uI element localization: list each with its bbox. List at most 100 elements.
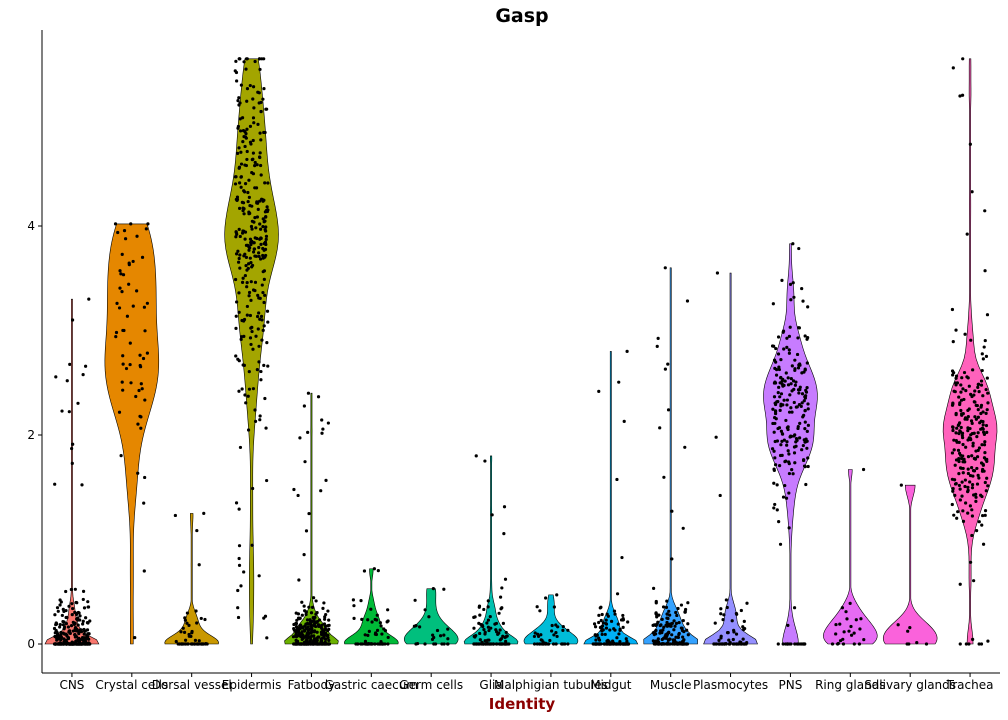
- data-point: [533, 631, 537, 635]
- data-point: [954, 376, 958, 380]
- data-point: [544, 596, 548, 600]
- data-point: [982, 443, 987, 447]
- data-point: [556, 625, 560, 629]
- data-point: [174, 639, 178, 644]
- data-point: [951, 425, 955, 429]
- data-point: [805, 337, 809, 341]
- data-point: [803, 420, 807, 424]
- data-point: [113, 222, 118, 226]
- data-point: [777, 426, 782, 430]
- data-point: [240, 318, 244, 323]
- data-point: [983, 209, 987, 213]
- data-point: [183, 642, 187, 646]
- data-point: [981, 394, 985, 398]
- data-point: [247, 178, 251, 182]
- data-point: [964, 642, 968, 646]
- data-point: [550, 623, 554, 628]
- data-point: [59, 638, 63, 642]
- data-point: [721, 618, 725, 622]
- data-point: [597, 636, 601, 640]
- data-point: [141, 356, 146, 361]
- data-point: [957, 422, 961, 427]
- data-point: [183, 616, 187, 620]
- data-point: [239, 185, 243, 189]
- data-point: [248, 246, 252, 250]
- data-point: [187, 634, 191, 638]
- data-point: [976, 415, 980, 419]
- data-point: [244, 67, 248, 71]
- data-point: [324, 612, 328, 617]
- data-point: [952, 478, 957, 482]
- data-point: [418, 625, 422, 629]
- data-point: [924, 642, 929, 646]
- data-point: [665, 612, 669, 616]
- data-point: [247, 294, 251, 298]
- data-point: [245, 157, 249, 162]
- data-point: [778, 408, 782, 412]
- data-point: [795, 352, 800, 357]
- data-point: [478, 642, 482, 646]
- data-point: [486, 599, 490, 603]
- data-point: [952, 448, 956, 452]
- data-point: [803, 367, 807, 371]
- data-point: [187, 623, 191, 627]
- jitter-points: [52, 57, 990, 646]
- data-point: [250, 543, 254, 547]
- data-point: [56, 609, 60, 613]
- data-point: [247, 387, 252, 391]
- data-point: [238, 206, 242, 210]
- data-point: [255, 200, 259, 204]
- data-point: [593, 625, 598, 629]
- data-point: [237, 256, 241, 261]
- data-point: [660, 617, 664, 621]
- data-point: [265, 478, 269, 483]
- data-point: [597, 389, 601, 393]
- data-point: [486, 618, 491, 622]
- data-point: [326, 421, 330, 425]
- data-point: [784, 642, 788, 646]
- data-point: [62, 640, 66, 644]
- data-point: [386, 619, 390, 623]
- data-point: [668, 613, 672, 617]
- data-point: [254, 226, 258, 230]
- data-point: [613, 612, 617, 616]
- data-point: [143, 329, 147, 333]
- data-point: [315, 630, 319, 634]
- data-point: [792, 606, 797, 610]
- data-point: [483, 459, 487, 463]
- data-point: [197, 563, 201, 567]
- data-point: [951, 340, 955, 344]
- data-point: [118, 269, 122, 273]
- data-point: [247, 262, 251, 266]
- data-point: [261, 97, 265, 101]
- data-point: [982, 345, 986, 349]
- data-point: [967, 384, 971, 388]
- data-point: [951, 66, 955, 70]
- data-point: [82, 636, 86, 640]
- data-point: [605, 639, 609, 643]
- data-point: [314, 612, 318, 616]
- data-point: [386, 642, 390, 646]
- data-point: [251, 85, 256, 89]
- data-point: [986, 391, 990, 395]
- violin-group: [44, 58, 998, 645]
- data-point: [798, 385, 802, 389]
- data-point: [957, 472, 961, 476]
- data-point: [984, 387, 988, 392]
- data-point: [323, 617, 327, 621]
- data-point: [312, 630, 316, 634]
- data-point: [972, 579, 976, 583]
- data-point: [966, 511, 970, 515]
- data-point: [245, 268, 249, 272]
- data-point: [848, 601, 852, 606]
- data-point: [803, 334, 807, 338]
- data-point: [266, 181, 270, 185]
- data-point: [121, 362, 125, 366]
- data-point: [976, 385, 980, 389]
- data-point: [983, 269, 987, 273]
- data-point: [776, 642, 780, 646]
- data-point: [794, 440, 798, 444]
- data-point: [237, 544, 242, 548]
- data-point: [487, 628, 491, 633]
- data-point: [655, 344, 659, 348]
